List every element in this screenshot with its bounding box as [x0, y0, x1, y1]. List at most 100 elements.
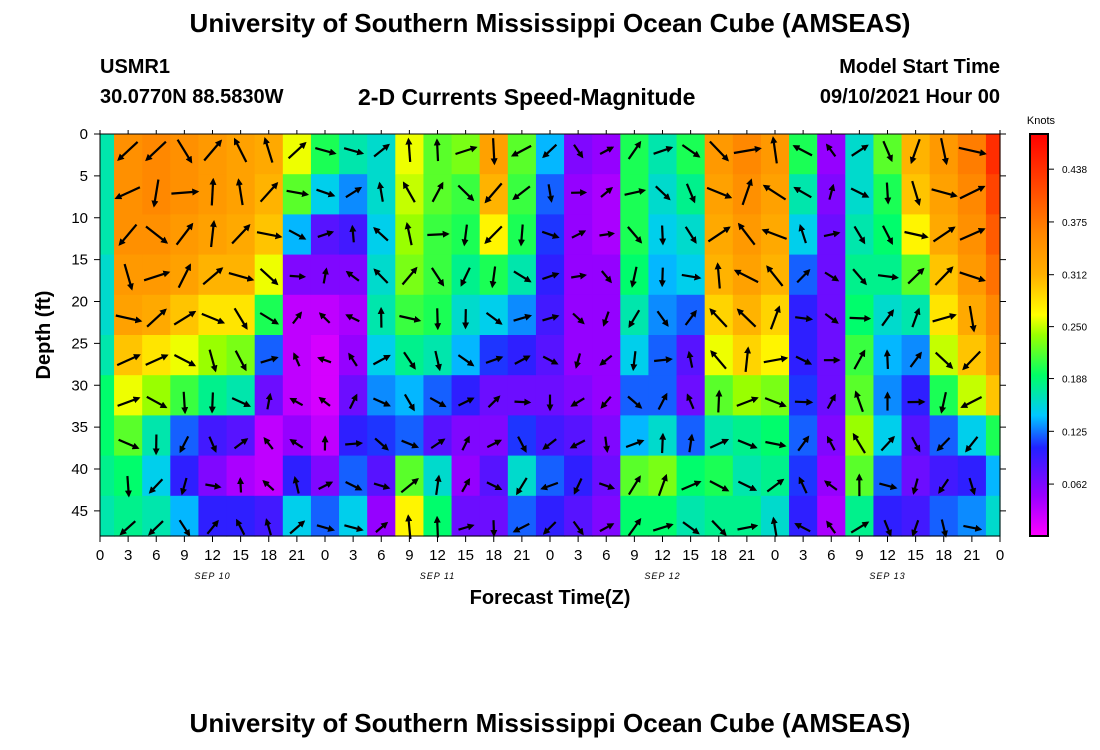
current-arrow	[741, 178, 753, 206]
heatmap-cell	[507, 134, 537, 175]
heatmap-cell	[620, 455, 650, 497]
current-arrow	[826, 393, 836, 410]
current-arrow	[736, 308, 757, 328]
current-arrow	[201, 312, 226, 324]
current-arrow	[289, 439, 304, 449]
current-arrow	[883, 349, 891, 369]
y-tick-label: 10	[71, 210, 88, 227]
heatmap-cell	[592, 134, 621, 175]
heatmap-cell	[592, 335, 621, 376]
current-arrow	[709, 438, 730, 449]
current-arrow	[907, 267, 925, 285]
heatmap-cell	[564, 254, 593, 296]
heatmap-cell	[451, 375, 481, 416]
current-arrow	[797, 435, 810, 452]
current-arrow	[348, 352, 358, 367]
heatmap-cell	[676, 294, 706, 336]
heatmap-cell	[845, 335, 875, 376]
current-arrow	[399, 314, 422, 323]
current-arrow	[485, 312, 503, 325]
heatmap-cell	[817, 335, 846, 376]
heatmap-cell	[479, 294, 509, 336]
current-arrow	[627, 226, 643, 244]
current-arrow	[345, 314, 360, 323]
current-arrow	[289, 397, 304, 407]
date-label: SEP 13	[869, 571, 905, 581]
heatmap-cell	[100, 495, 115, 537]
heatmap-cell	[817, 455, 846, 497]
heatmap-cell	[310, 455, 340, 497]
heatmap-cell	[732, 134, 762, 175]
current-arrow	[652, 522, 674, 532]
heatmap-cell	[339, 415, 368, 457]
colorbar-ticks: 0.438 0.375 0.312 0.250 0.188 0.125 0.062	[1048, 165, 1087, 491]
heatmap-cell	[100, 455, 115, 497]
heatmap-cell	[198, 455, 228, 497]
current-arrow	[373, 227, 389, 242]
heatmap-cell	[901, 335, 931, 376]
heatmap-cell	[760, 415, 790, 457]
current-arrow	[235, 178, 244, 206]
current-arrow	[934, 266, 954, 286]
heatmap-cell	[451, 335, 481, 376]
x-tick-label: 12	[429, 547, 446, 564]
current-arrow	[260, 355, 279, 364]
current-arrow	[909, 351, 922, 368]
current-arrow	[798, 223, 807, 244]
date-label: SEP 10	[194, 571, 230, 581]
heatmap-cell	[845, 415, 875, 457]
heatmap-cell	[957, 254, 987, 296]
current-arrow	[569, 439, 586, 449]
current-arrow	[542, 355, 559, 365]
heatmap-cell	[564, 415, 593, 457]
heatmap-cell	[901, 134, 931, 175]
current-arrow	[707, 226, 731, 243]
current-arrow	[318, 312, 331, 324]
current-arrow	[965, 436, 979, 453]
heatmap-cell	[676, 495, 706, 537]
current-arrow	[824, 271, 840, 282]
heatmap-cell	[873, 254, 903, 296]
current-arrow	[849, 314, 872, 322]
current-arrow	[487, 395, 501, 408]
heatmap-cell	[929, 455, 959, 497]
current-arrow	[824, 313, 839, 324]
heatmap-cell	[592, 455, 621, 497]
heatmap-cell	[282, 415, 312, 457]
current-arrow	[630, 351, 638, 372]
x-tick-label: 18	[485, 547, 502, 564]
current-arrow	[263, 437, 274, 450]
current-arrow	[173, 354, 197, 367]
heatmap-cell	[704, 415, 734, 457]
current-arrow	[344, 524, 364, 533]
current-arrow	[911, 436, 921, 453]
current-arrow	[316, 524, 336, 532]
x-tick-label: 9	[180, 547, 188, 564]
heatmap-cell	[732, 375, 762, 416]
heatmap-cell	[254, 455, 284, 497]
x-tick-label: 18	[710, 547, 727, 564]
colorbar-gradient	[1029, 133, 1049, 537]
current-arrow	[236, 518, 246, 536]
current-arrow	[434, 308, 442, 331]
current-arrow	[628, 309, 641, 329]
heatmap-cell	[282, 335, 312, 376]
x-tick-label: 6	[602, 547, 610, 564]
heatmap-cell	[957, 134, 987, 175]
current-arrow	[146, 308, 167, 328]
heatmap-cell	[817, 254, 846, 296]
heatmap-cell	[957, 335, 987, 376]
heatmap-cell	[507, 375, 537, 416]
model-start-label: Model Start Time	[839, 56, 1000, 78]
heatmap-cell	[100, 174, 115, 215]
current-arrow	[233, 438, 249, 450]
current-arrow	[572, 520, 584, 536]
current-arrow	[736, 396, 759, 407]
current-arrow	[484, 182, 503, 204]
heatmap-cell	[564, 455, 593, 497]
heatmap-cell	[170, 174, 200, 215]
heatmap-cell	[732, 495, 762, 537]
current-arrow	[513, 313, 533, 322]
current-arrow	[762, 184, 787, 201]
heatmap-cell	[732, 294, 762, 336]
